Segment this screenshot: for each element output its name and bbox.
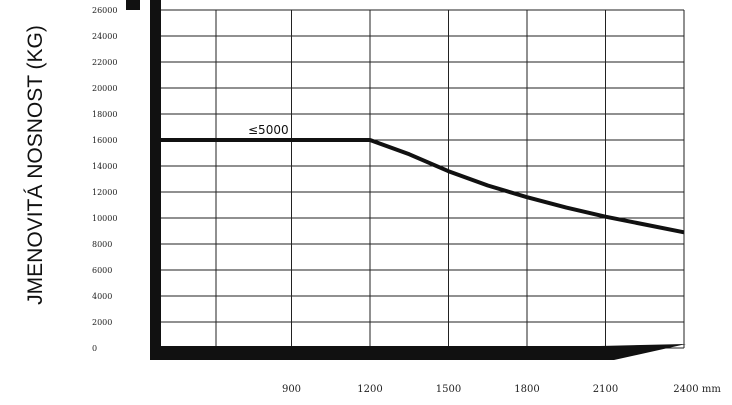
y-tick-label: 10000 [92, 214, 117, 223]
x-tick-label: 1500 [436, 384, 461, 395]
y-axis-label: JMENOVITÁ NOSNOST (KG) [24, 25, 47, 305]
y-tick-label: 6000 [92, 266, 112, 275]
annotation-label: ≤5000 [248, 123, 289, 137]
y-tick-label: 24000 [92, 32, 117, 41]
x-tick-label: 1800 [514, 384, 539, 395]
y-ticks: 0 2000 4000 6000 8000 10000 12000 14000 16000 180… [92, 6, 117, 353]
y-tick-label: 22000 [92, 58, 117, 67]
y-tick-label: 16000 [92, 136, 117, 145]
y-tick-label: 8000 [92, 240, 112, 249]
y-tick-label: 2000 [92, 318, 112, 327]
series-group [160, 138, 685, 235]
x-tick-label: 2400 mm [673, 384, 721, 395]
y-tick-label: 14000 [92, 162, 117, 171]
y-tick-label: 20000 [92, 84, 117, 93]
x-tick-label: 2100 [593, 384, 618, 395]
x-axis-bar [150, 344, 686, 360]
y-axis-bar [150, 0, 161, 360]
axes [126, 0, 686, 360]
y-tick-label: 26000 [92, 6, 117, 15]
y-tick-label: 0 [92, 344, 97, 353]
y-tick-label: 18000 [92, 110, 117, 119]
x-tick-label: 900 [282, 384, 301, 395]
y-tick-label: 12000 [92, 188, 117, 197]
y-tick-label: 4000 [92, 292, 112, 301]
x-ticks: 900 1200 1500 1800 2100 2400 mm [282, 384, 721, 395]
grid [160, 9, 685, 349]
capacity-line [160, 138, 685, 235]
x-tick-label: 1200 [357, 384, 382, 395]
y-axis-cap [126, 0, 140, 10]
